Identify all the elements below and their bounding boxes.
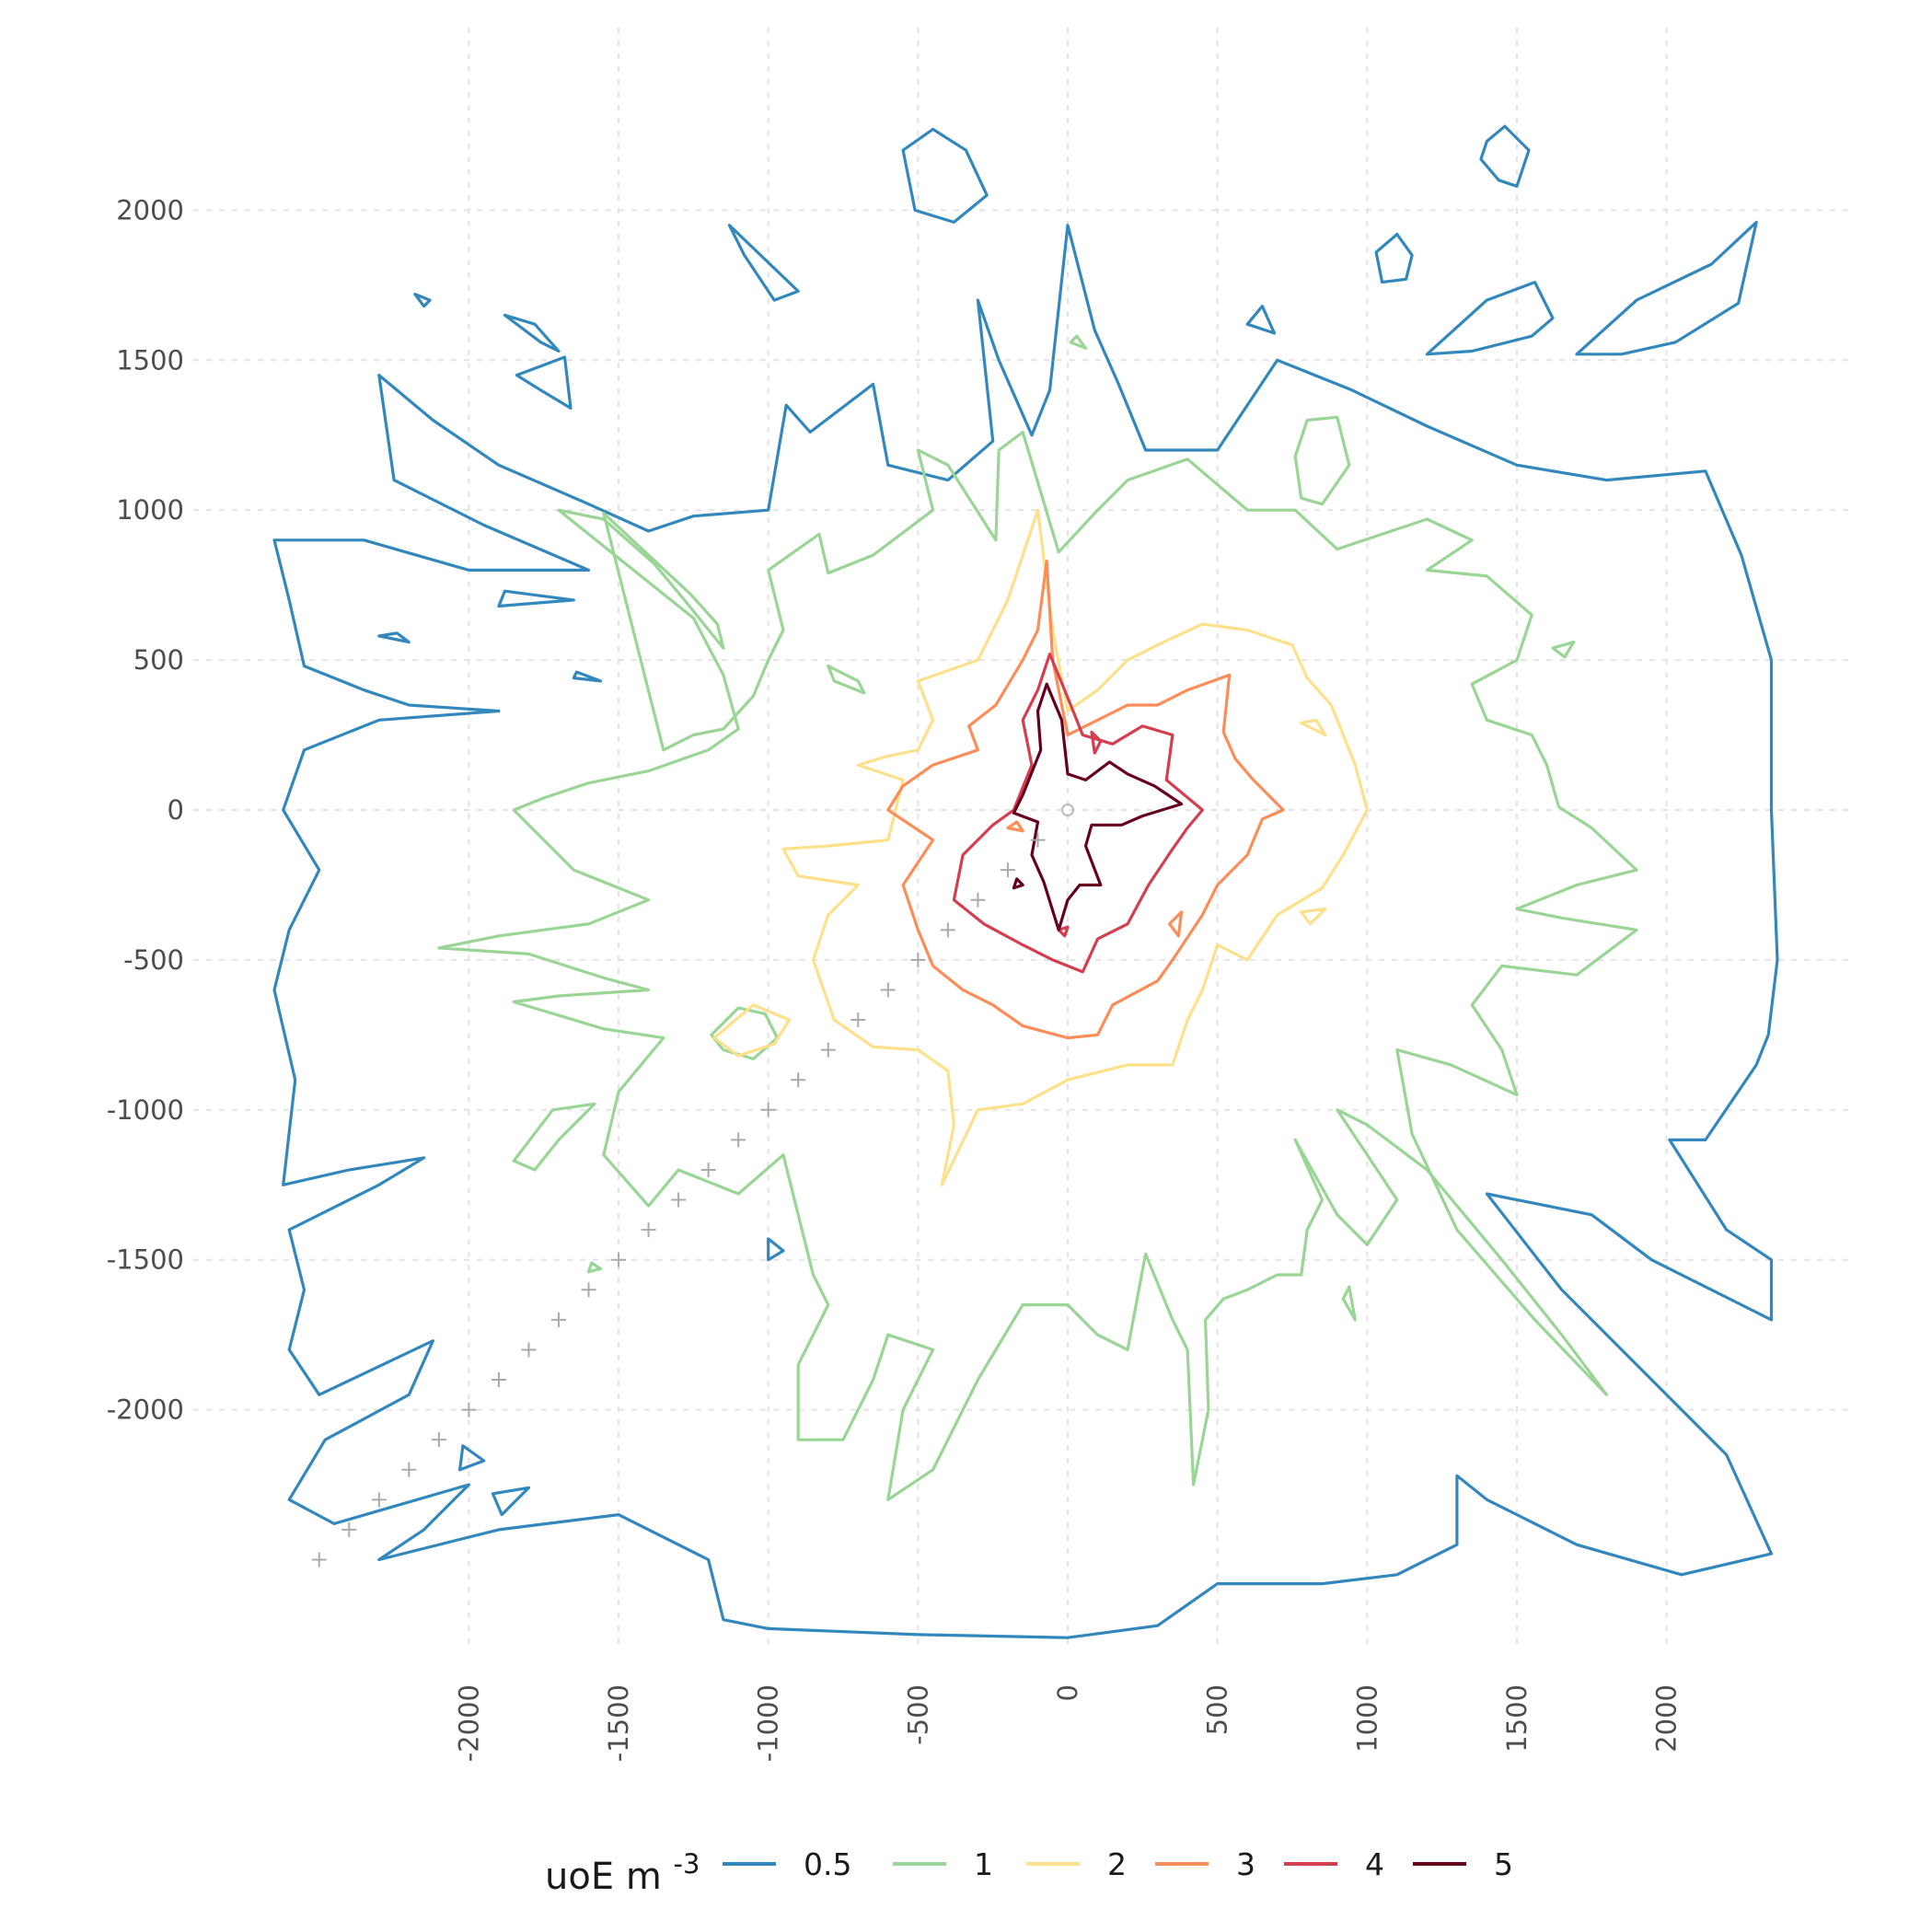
x-tick-label: -500 (902, 1684, 933, 1745)
contour-line-level-1 (437, 430, 1638, 1501)
x-tick-label: 2000 (1651, 1684, 1683, 1753)
receptor-point (910, 952, 926, 967)
contour-line-level-0-5 (1374, 232, 1414, 284)
receptor-point (880, 982, 896, 998)
contour-line-level-1 (1069, 334, 1088, 350)
y-tick-label: 0 (168, 794, 184, 826)
contour-line-level-0-5 (1245, 305, 1277, 335)
contour-line-level-0-5 (1425, 281, 1555, 356)
contour-line-level-0-5 (491, 1486, 531, 1517)
y-tick-label: -1000 (107, 1094, 184, 1126)
contour-line-level-2 (781, 508, 1369, 1186)
receptor-point (940, 922, 955, 938)
y-tick-label: -500 (123, 944, 184, 976)
legend-label-level-5: 5 (1494, 1846, 1513, 1882)
contour-line-level-0-5 (767, 1237, 785, 1262)
contour-line-level-0-5 (458, 1444, 486, 1472)
contour-line-level-1 (1551, 641, 1576, 659)
source-point (1061, 804, 1074, 816)
contour-line-level-0-5 (572, 670, 603, 683)
receptor-point (791, 1072, 806, 1088)
contour-line-level-1 (1341, 1285, 1357, 1322)
contour-line-level-0-5 (377, 631, 411, 644)
contour-line-level-1 (586, 1261, 603, 1274)
contour-line-level-0-5 (272, 224, 1779, 1639)
receptor-point (341, 1521, 357, 1537)
contour-line-level-4 (1057, 925, 1070, 938)
y-tick-label: 1000 (116, 494, 184, 526)
legend-label-level-1: 1 (974, 1846, 993, 1882)
x-tick-label: -1500 (603, 1684, 634, 1762)
legend-label-level-4: 4 (1365, 1846, 1384, 1882)
receptor-point (401, 1462, 417, 1477)
contour-line-level-0-5 (1479, 124, 1531, 188)
x-tick-label: -2000 (453, 1684, 484, 1762)
receptor-point (521, 1342, 537, 1358)
receptor-point (820, 1042, 836, 1058)
contour-line-level-0-5 (413, 293, 432, 308)
receptor-point (491, 1372, 506, 1388)
contour-line-level-0-5 (727, 224, 800, 302)
axis-tick-labels: -2000 -1500 -1000 -500 0 500 1000 1500 2000 -2000… (107, 194, 1683, 1762)
contour-line-level-5 (1012, 877, 1024, 890)
contour-line-level-1 (827, 665, 866, 695)
contour-line-level-3 (1168, 910, 1184, 938)
x-tick-label: 1000 (1351, 1684, 1382, 1753)
receptor-point (641, 1222, 656, 1238)
y-tick-label: 1500 (116, 344, 184, 376)
legend-title-base: uoE m (545, 1856, 662, 1898)
contour-line-level-4 (1090, 730, 1103, 755)
receptor-point (581, 1282, 596, 1298)
contour-line-level-2 (1300, 907, 1327, 926)
legend-title: uoE m -3 (545, 1848, 700, 1898)
legend-label-level-3: 3 (1236, 1846, 1255, 1882)
x-tick-label: 1500 (1501, 1684, 1533, 1753)
receptor-point (611, 1252, 627, 1267)
receptor-point (461, 1402, 477, 1417)
y-tick-label: -2000 (107, 1394, 184, 1426)
contour-line-level-2 (712, 1003, 792, 1058)
legend: uoE m -3 0.5 1 2 3 4 5 (545, 1846, 1513, 1898)
receptor-point (311, 1552, 327, 1568)
contour-line-level-3 (886, 560, 1285, 1040)
receptor-point (760, 1102, 776, 1117)
receptor-point (850, 1012, 866, 1028)
legend-title-superscript: -3 (674, 1848, 700, 1880)
contour-line-level-0-5 (503, 313, 561, 353)
legend-label-level-0-5: 0.5 (804, 1846, 851, 1882)
contour-line-level-0-5 (1575, 220, 1758, 356)
receptor-point (700, 1162, 716, 1177)
y-tick-label: 500 (133, 644, 184, 676)
receptor-point (731, 1132, 746, 1148)
contour-line-level-3 (1006, 820, 1024, 833)
contour-line-level-2 (1300, 718, 1327, 737)
receptor-point (1030, 832, 1046, 848)
y-tick-label: 2000 (116, 194, 184, 226)
contour-line-level-0-5 (515, 355, 573, 410)
receptor-point (431, 1432, 446, 1448)
contour-line-level-1 (1293, 415, 1351, 506)
receptor-points (311, 804, 1074, 1568)
receptor-point (1000, 862, 1015, 878)
x-tick-label: -1000 (753, 1684, 784, 1762)
legend-label-level-2: 2 (1107, 1846, 1127, 1882)
contour-line-level-0-5 (901, 127, 989, 224)
contour-line-level-1 (512, 1102, 596, 1172)
contour-line-level-5 (1012, 682, 1184, 931)
receptor-point (550, 1312, 566, 1327)
x-tick-label: 500 (1202, 1684, 1233, 1735)
contour-lines (272, 124, 1779, 1639)
x-tick-label: 0 (1052, 1684, 1083, 1701)
receptor-point (371, 1492, 387, 1508)
y-tick-label: -1500 (107, 1244, 184, 1276)
receptor-point (671, 1192, 687, 1208)
receptor-point (970, 892, 986, 908)
contour-line-level-0-5 (497, 589, 575, 608)
